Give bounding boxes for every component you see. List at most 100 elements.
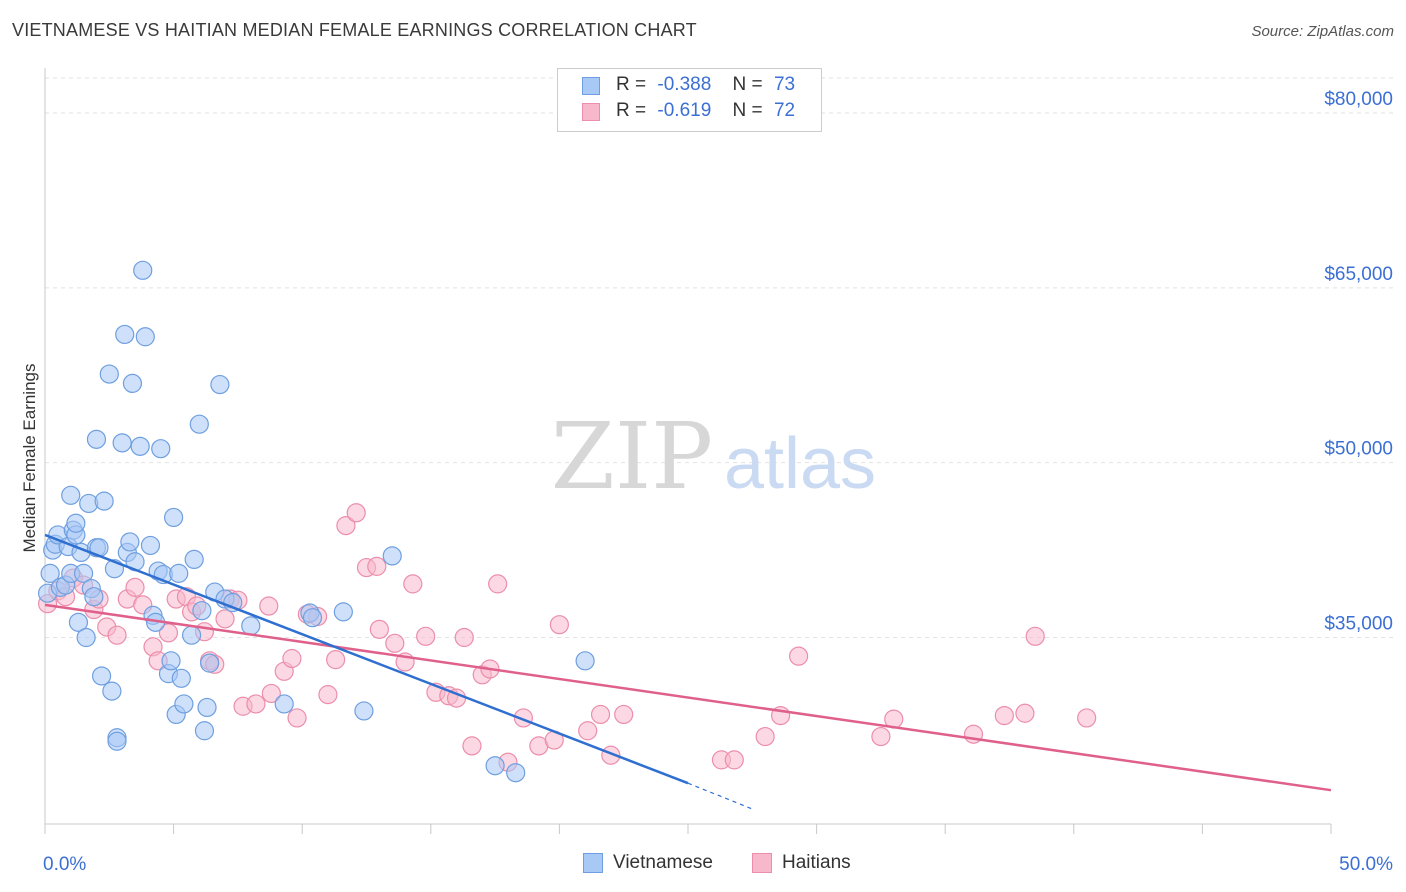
legend-r-label: R = (616, 74, 647, 95)
vietnamese-point (151, 439, 171, 459)
vietnamese-point (94, 491, 114, 511)
chart-title: VIETNAMESE VS HAITIAN MEDIAN FEMALE EARN… (12, 20, 697, 40)
legend-label-vietnamese: Vietnamese (613, 852, 713, 873)
y-tick-label: $80,000 (1324, 89, 1393, 110)
haitian-point (1077, 708, 1097, 728)
haitian-point (259, 596, 279, 616)
vietnamese-point (194, 721, 215, 741)
vietnamese-point (161, 651, 181, 671)
vietnamese-point (274, 694, 294, 714)
vietnamese-point (135, 327, 155, 347)
vietnamese-point (200, 653, 220, 673)
vietnamese-point (99, 364, 119, 384)
vietnamese-point (169, 563, 189, 583)
vietnamese-point (68, 612, 89, 632)
haitian-point (1025, 626, 1045, 646)
vietnamese-point (115, 324, 135, 345)
vietnamese-point (382, 546, 402, 566)
haitian-point (287, 708, 307, 728)
x-tick-label-max: 50.0% (1339, 854, 1393, 875)
vietnamese-point (171, 668, 191, 688)
legend-n-value: 73 (773, 74, 796, 95)
vietnamese-point (223, 592, 243, 613)
haitian-point (871, 726, 891, 747)
haitian-point (369, 619, 389, 639)
haitian-point (318, 685, 338, 705)
vietnamese-swatch (583, 853, 603, 873)
vietnamese-point (354, 701, 374, 721)
legend-r-value: -0.388 (657, 74, 712, 95)
haitian-point (549, 615, 570, 635)
vietnamese-point (112, 433, 132, 453)
legend-r-value: -0.619 (657, 100, 712, 121)
correlation-legend: R = -0.388 N = 73 R = -0.619 N = 72 (557, 68, 822, 132)
haitian-trendline (44, 603, 1332, 792)
tick-labels: $35,000 $50,000 $65,000 $80,000 0.0% 50.0% (43, 89, 1393, 875)
axes (44, 68, 1332, 834)
vietnamese-point (189, 414, 209, 434)
vietnamese-point (140, 535, 161, 556)
vietnamese-point (66, 513, 86, 533)
haitian-point (994, 705, 1014, 726)
vietnamese-point (241, 616, 261, 636)
vietnamese-point (133, 260, 153, 280)
vietnamese-point (333, 602, 353, 622)
vietnamese-point (197, 697, 217, 718)
legend-n-label: N = (732, 100, 763, 121)
haitian-swatch (582, 103, 600, 121)
vietnamese-point (174, 694, 194, 714)
haitian-point (1015, 703, 1035, 723)
vietnamese-point (76, 627, 96, 648)
haitian-point (246, 694, 266, 714)
vietnamese-point (84, 587, 104, 607)
vietnamese-point (73, 563, 94, 583)
vietnamese-points (37, 260, 595, 783)
vietnamese-point (302, 608, 323, 628)
vietnamese-point (184, 549, 204, 570)
y-tick-label: $65,000 (1324, 264, 1393, 285)
vietnamese-point (192, 601, 212, 621)
legend-n-label: N = (732, 74, 763, 95)
haitian-point (488, 574, 508, 594)
haitian-point (578, 721, 598, 741)
haitian-point (724, 750, 744, 770)
vietnamese-point (182, 625, 202, 645)
haitian-point (385, 633, 405, 653)
haitian-swatch (752, 853, 772, 873)
haitian-point (367, 556, 387, 576)
haitian-point (403, 574, 423, 594)
vietnamese-point (86, 429, 107, 449)
gridlines (45, 77, 1393, 638)
vietnamese-point (102, 681, 122, 701)
vietnamese-point (120, 532, 140, 552)
legend-label-haitians: Haitians (782, 852, 851, 873)
haitian-points (37, 503, 1097, 772)
y-tick-label: $50,000 (1324, 439, 1393, 460)
haitian-point (215, 609, 235, 629)
haitian-point (282, 648, 302, 669)
haitian-point (346, 503, 366, 523)
vietnamese-point (210, 374, 230, 395)
haitian-point (326, 650, 346, 670)
x-tick-label-min: 0.0% (43, 854, 86, 875)
vietnamese-point (91, 666, 112, 686)
haitian-point (416, 626, 436, 646)
haitian-point (454, 627, 474, 648)
haitian-point (788, 646, 809, 666)
vietnamese-point (61, 485, 81, 505)
legend-r-label: R = (616, 100, 647, 121)
vietnamese-point (107, 731, 127, 751)
haitian-point (462, 736, 482, 756)
haitian-point (125, 577, 145, 597)
haitian-point (261, 683, 281, 704)
watermark-zip: ZIP (551, 403, 713, 510)
vietnamese-point (485, 756, 505, 776)
vietnamese-point (40, 563, 60, 583)
source-label: Source: ZipAtlas.com (1251, 23, 1394, 40)
haitian-point (336, 515, 356, 536)
vietnamese-point (575, 651, 595, 671)
haitian-point (755, 726, 775, 747)
vietnamese-point (164, 507, 184, 528)
haitian-point (107, 625, 127, 645)
